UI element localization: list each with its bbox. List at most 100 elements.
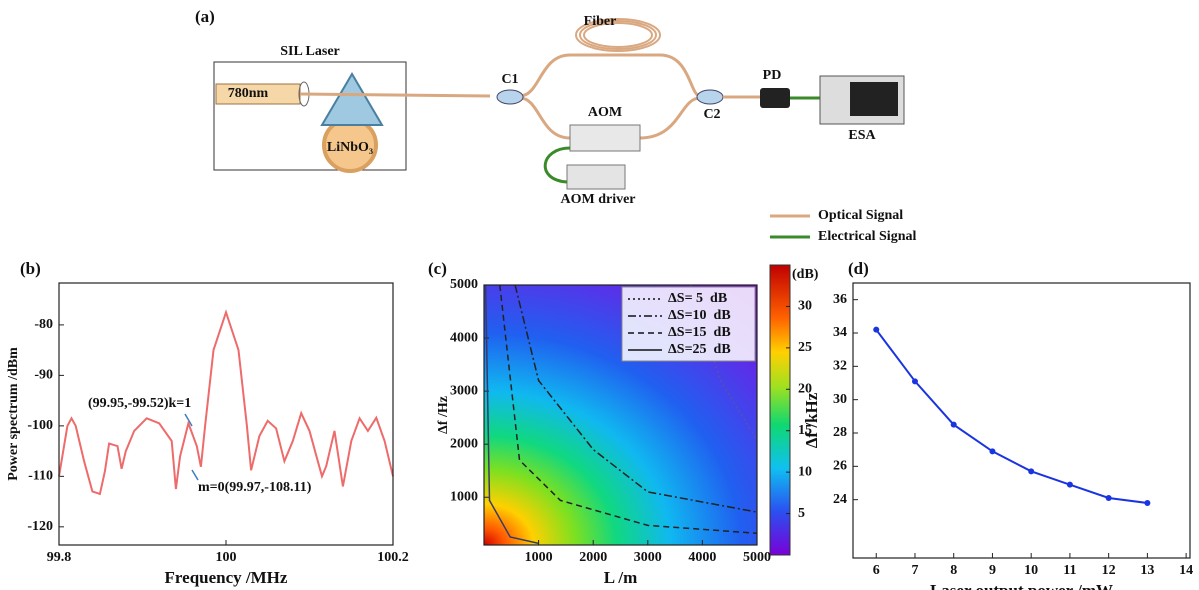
optical-path xyxy=(299,92,491,98)
esa-screen xyxy=(850,82,898,116)
legend-optical: Optical Signal xyxy=(818,208,903,223)
data-line xyxy=(484,284,539,545)
coupler-c1 xyxy=(496,89,524,105)
c1-label: C1 xyxy=(501,72,518,87)
annotation: m=0(99.97,-108.11) xyxy=(198,480,312,495)
rf-cable xyxy=(543,146,571,184)
x-tick-label: 11 xyxy=(1063,563,1076,578)
legend-entry: ΔS=25 dB xyxy=(668,342,731,357)
y-tick-label: 4000 xyxy=(450,330,478,345)
prism xyxy=(320,72,384,126)
data-point xyxy=(950,421,957,428)
fiber-coil xyxy=(575,18,661,52)
data-line xyxy=(875,329,1148,504)
annotation-arrow xyxy=(191,469,199,481)
colorbar-tick-label: 25 xyxy=(798,340,812,355)
colorbar-tick-label: 15 xyxy=(798,423,812,438)
y-axis-label: Δf /Hz xyxy=(436,396,451,434)
colorbar-tick-label: 10 xyxy=(798,464,812,479)
data-line xyxy=(58,309,394,496)
aom-driver-box xyxy=(566,164,626,190)
legend-electrical: Electrical Signal xyxy=(818,229,916,244)
aom-driver-label: AOM driver xyxy=(560,192,635,207)
colorbar-tick-label: 20 xyxy=(798,382,812,397)
aom-label: AOM xyxy=(588,105,622,120)
y-axis-label: Δf /kHz xyxy=(802,392,821,448)
data-point xyxy=(911,378,918,385)
data-point xyxy=(873,326,880,333)
x-tick-label: 100 xyxy=(216,550,237,565)
colorbar-tick-label: 30 xyxy=(798,299,812,314)
y-tick-label: 2000 xyxy=(450,436,478,451)
legend-entry: ΔS=15 dB xyxy=(668,325,731,340)
y-tick-label: 3000 xyxy=(450,383,478,398)
y-tick-label: -120 xyxy=(27,519,53,534)
x-tick-label: 14 xyxy=(1179,563,1193,578)
fiber-upper xyxy=(519,53,701,98)
data-line xyxy=(514,284,758,513)
data-point xyxy=(1066,481,1073,488)
x-tick-label: 99.8 xyxy=(47,550,72,565)
y-tick-label: 30 xyxy=(833,392,847,407)
y-tick-label: -100 xyxy=(27,418,53,433)
x-tick-label: 12 xyxy=(1102,563,1116,578)
x-tick-label: 5000 xyxy=(743,550,771,565)
data-line xyxy=(499,284,758,535)
laser-box xyxy=(213,61,407,171)
data-point xyxy=(1105,495,1112,501)
colorbar-label: (dB) xyxy=(792,267,819,282)
laser-label: SIL Laser xyxy=(280,44,340,59)
annotation: (99.95,-99.52)k=1 xyxy=(88,396,191,411)
y-tick-label: -90 xyxy=(34,368,53,383)
x-tick-label: 7 xyxy=(911,563,918,578)
x-tick-label: 6 xyxy=(873,563,880,578)
x-axis-label: L /m xyxy=(604,568,638,587)
y-tick-label: 28 xyxy=(833,425,847,440)
x-tick-label: 100.2 xyxy=(377,550,409,565)
data-point xyxy=(1028,468,1035,475)
coupler-c2 xyxy=(696,89,724,105)
data-line xyxy=(689,284,758,441)
c2-label: C2 xyxy=(703,107,720,122)
crystal-label: LiNbO₃ xyxy=(327,140,373,155)
setup-diagram: (a) SIL Laser 780nm LiNbO₃ Fiber C1 C2 A… xyxy=(195,7,916,244)
data-point xyxy=(989,448,996,455)
x-tick-label: 10 xyxy=(1024,563,1038,578)
x-tick-label: 3000 xyxy=(634,550,662,565)
y-tick-label: -80 xyxy=(34,317,53,332)
data-point xyxy=(1144,500,1151,506)
esa-label: ESA xyxy=(848,128,876,143)
x-axis-label: Laser output power /mW xyxy=(930,581,1113,590)
fiber-label: Fiber xyxy=(584,14,617,29)
y-tick-label: -110 xyxy=(28,469,53,484)
y-tick-label: 1000 xyxy=(450,489,478,504)
y-tick-label: 5000 xyxy=(450,277,478,292)
y-tick-label: 32 xyxy=(833,359,847,374)
y-tick-label: 24 xyxy=(833,492,847,507)
x-tick-label: 4000 xyxy=(688,550,716,565)
y-tick-label: 34 xyxy=(833,325,847,340)
plot-frame xyxy=(852,282,1191,559)
legend-entry: ΔS= 5 dB xyxy=(668,291,727,306)
x-tick-label: 9 xyxy=(989,563,996,578)
panel-label: (d) xyxy=(848,259,869,278)
pd-label: PD xyxy=(763,68,782,83)
x-tick-label: 8 xyxy=(950,563,957,578)
y-tick-label: 36 xyxy=(833,292,847,307)
panel-label: (b) xyxy=(20,259,41,278)
x-tick-label: 1000 xyxy=(525,550,553,565)
colorbar-tick-label: 5 xyxy=(798,506,805,521)
panel-label: (c) xyxy=(428,259,447,278)
panel-label: (a) xyxy=(195,7,215,26)
photodetector xyxy=(760,88,790,108)
annotation-arrow xyxy=(184,413,193,427)
plot-frame xyxy=(483,284,758,546)
y-tick-label: 26 xyxy=(833,459,847,474)
colorbar xyxy=(769,264,791,556)
x-tick-label: 13 xyxy=(1140,563,1154,578)
legend-entry: ΔS=10 dB xyxy=(668,308,731,323)
x-tick-label: 2000 xyxy=(579,550,607,565)
x-axis-label: Frequency /MHz xyxy=(165,568,288,587)
